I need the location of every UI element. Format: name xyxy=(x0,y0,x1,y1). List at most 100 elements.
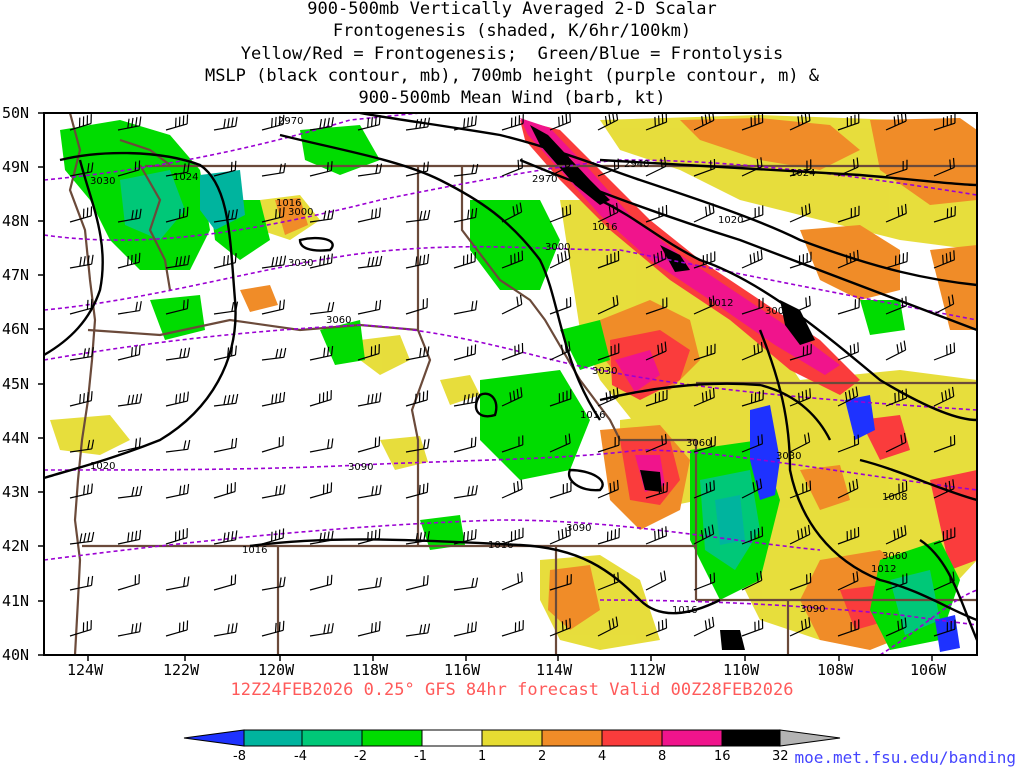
wind-barb xyxy=(693,113,715,131)
wind-barb xyxy=(69,254,94,269)
wind-barb xyxy=(261,114,285,131)
wind-barb xyxy=(501,158,523,177)
wind-barb xyxy=(549,113,571,131)
colorbar-swatch xyxy=(361,729,423,747)
wind-barb xyxy=(501,342,524,361)
lon-label: 112W xyxy=(629,661,666,679)
wind-barb xyxy=(885,617,907,637)
wind-barb xyxy=(837,478,859,499)
colorbar-swatch xyxy=(481,729,543,747)
wind-barb xyxy=(597,113,619,131)
wind-barb xyxy=(933,342,956,361)
lat-label: 44N xyxy=(2,429,29,447)
mslp-label: 1016 xyxy=(488,540,513,551)
wind-barb xyxy=(309,209,335,223)
wind-barb xyxy=(789,432,811,453)
height-label: 3090 xyxy=(566,523,591,534)
wind-barb xyxy=(69,162,94,177)
wind-barb xyxy=(117,252,141,269)
wind-barb xyxy=(837,386,859,407)
wind-barb xyxy=(837,157,859,177)
colorbar-label: -8 xyxy=(233,749,246,764)
wind-barb xyxy=(741,157,763,177)
wind-barb xyxy=(741,297,764,315)
wind-barb xyxy=(789,295,811,315)
wind-barb xyxy=(69,531,95,545)
wind-barb xyxy=(309,253,333,269)
wind-barb xyxy=(549,204,572,223)
wind-barb xyxy=(309,623,334,637)
wind-barb xyxy=(597,250,620,269)
wind-barb xyxy=(261,620,285,637)
wind-barb xyxy=(357,528,381,545)
wind-barb xyxy=(837,619,860,637)
wind-barb xyxy=(165,391,189,407)
wind-barb xyxy=(69,347,94,361)
wind-barb xyxy=(885,432,907,453)
colorbar-swatch xyxy=(541,729,603,747)
wind-barb xyxy=(213,160,237,177)
lat-label: 49N xyxy=(2,158,29,176)
height-label: 3060 xyxy=(326,315,351,326)
wind-barb xyxy=(261,436,284,453)
height-label: 3000 xyxy=(288,207,313,218)
wind-barb xyxy=(165,439,191,453)
wind-barb xyxy=(213,574,237,591)
credit-link[interactable]: moe.met.fsu.edu/banding xyxy=(794,748,1016,767)
wind-barb xyxy=(789,113,811,131)
wind-barb xyxy=(453,252,476,269)
colorbar-swatch xyxy=(721,729,781,747)
wind-barb xyxy=(261,391,286,407)
wind-barb xyxy=(693,387,715,407)
height-label: 3030 xyxy=(776,451,801,462)
lon-label: 120W xyxy=(258,661,295,679)
wind-barb xyxy=(501,479,523,499)
title-line-2: Frontogenesis (shaded, K/6hr/100km) xyxy=(332,21,692,41)
wind-barb xyxy=(597,202,619,223)
lon-label: 110W xyxy=(723,661,760,679)
height-label: 3090 xyxy=(348,462,373,473)
wind-barb xyxy=(789,388,811,407)
lat-label: 48N xyxy=(2,212,29,230)
wind-barb xyxy=(693,480,715,499)
mslp-label: 1024 xyxy=(790,168,815,179)
wind-barb xyxy=(933,157,955,177)
wind-barb xyxy=(597,616,619,637)
wind-barb xyxy=(549,156,571,177)
wind-barb xyxy=(261,528,285,545)
contour-labels: 1024 1024 1016 1016 1020 1012 1016 1020 … xyxy=(90,116,907,616)
wind-barb xyxy=(645,341,667,361)
wind-barb xyxy=(453,485,478,499)
wind-barb xyxy=(549,433,571,453)
colorbar-swatch xyxy=(243,729,303,747)
lon-label: 114W xyxy=(536,661,573,679)
mslp-label: 1016 xyxy=(242,545,267,556)
wind-barb xyxy=(117,345,141,361)
height-label: 3000 xyxy=(765,306,790,317)
wind-barb xyxy=(405,438,430,453)
wind-barb xyxy=(117,208,142,223)
wind-barb xyxy=(597,572,619,591)
wind-barb xyxy=(501,387,523,407)
wind-barb xyxy=(165,206,189,223)
wind-barb xyxy=(885,159,908,177)
wind-barb xyxy=(69,620,92,637)
wind-barb xyxy=(789,617,811,637)
wind-barb xyxy=(213,253,237,269)
wind-barb xyxy=(597,387,619,407)
wind-barb xyxy=(693,251,716,269)
height-label: 3030 xyxy=(592,366,617,377)
wind-barb xyxy=(597,479,619,499)
title-line-3: Yellow/Red = Frontogenesis; Green/Blue =… xyxy=(240,44,784,64)
wind-barb xyxy=(165,255,190,269)
lon-label: 118W xyxy=(352,661,389,679)
wind-barb xyxy=(597,435,620,453)
wind-barb xyxy=(789,251,812,269)
wind-barb xyxy=(165,299,189,315)
wind-barb xyxy=(213,437,238,453)
wind-barb xyxy=(453,300,478,315)
wind-barb xyxy=(117,574,140,591)
wind-barb xyxy=(693,203,715,223)
wind-barb xyxy=(789,159,812,177)
colorbar-label: 8 xyxy=(658,749,666,764)
